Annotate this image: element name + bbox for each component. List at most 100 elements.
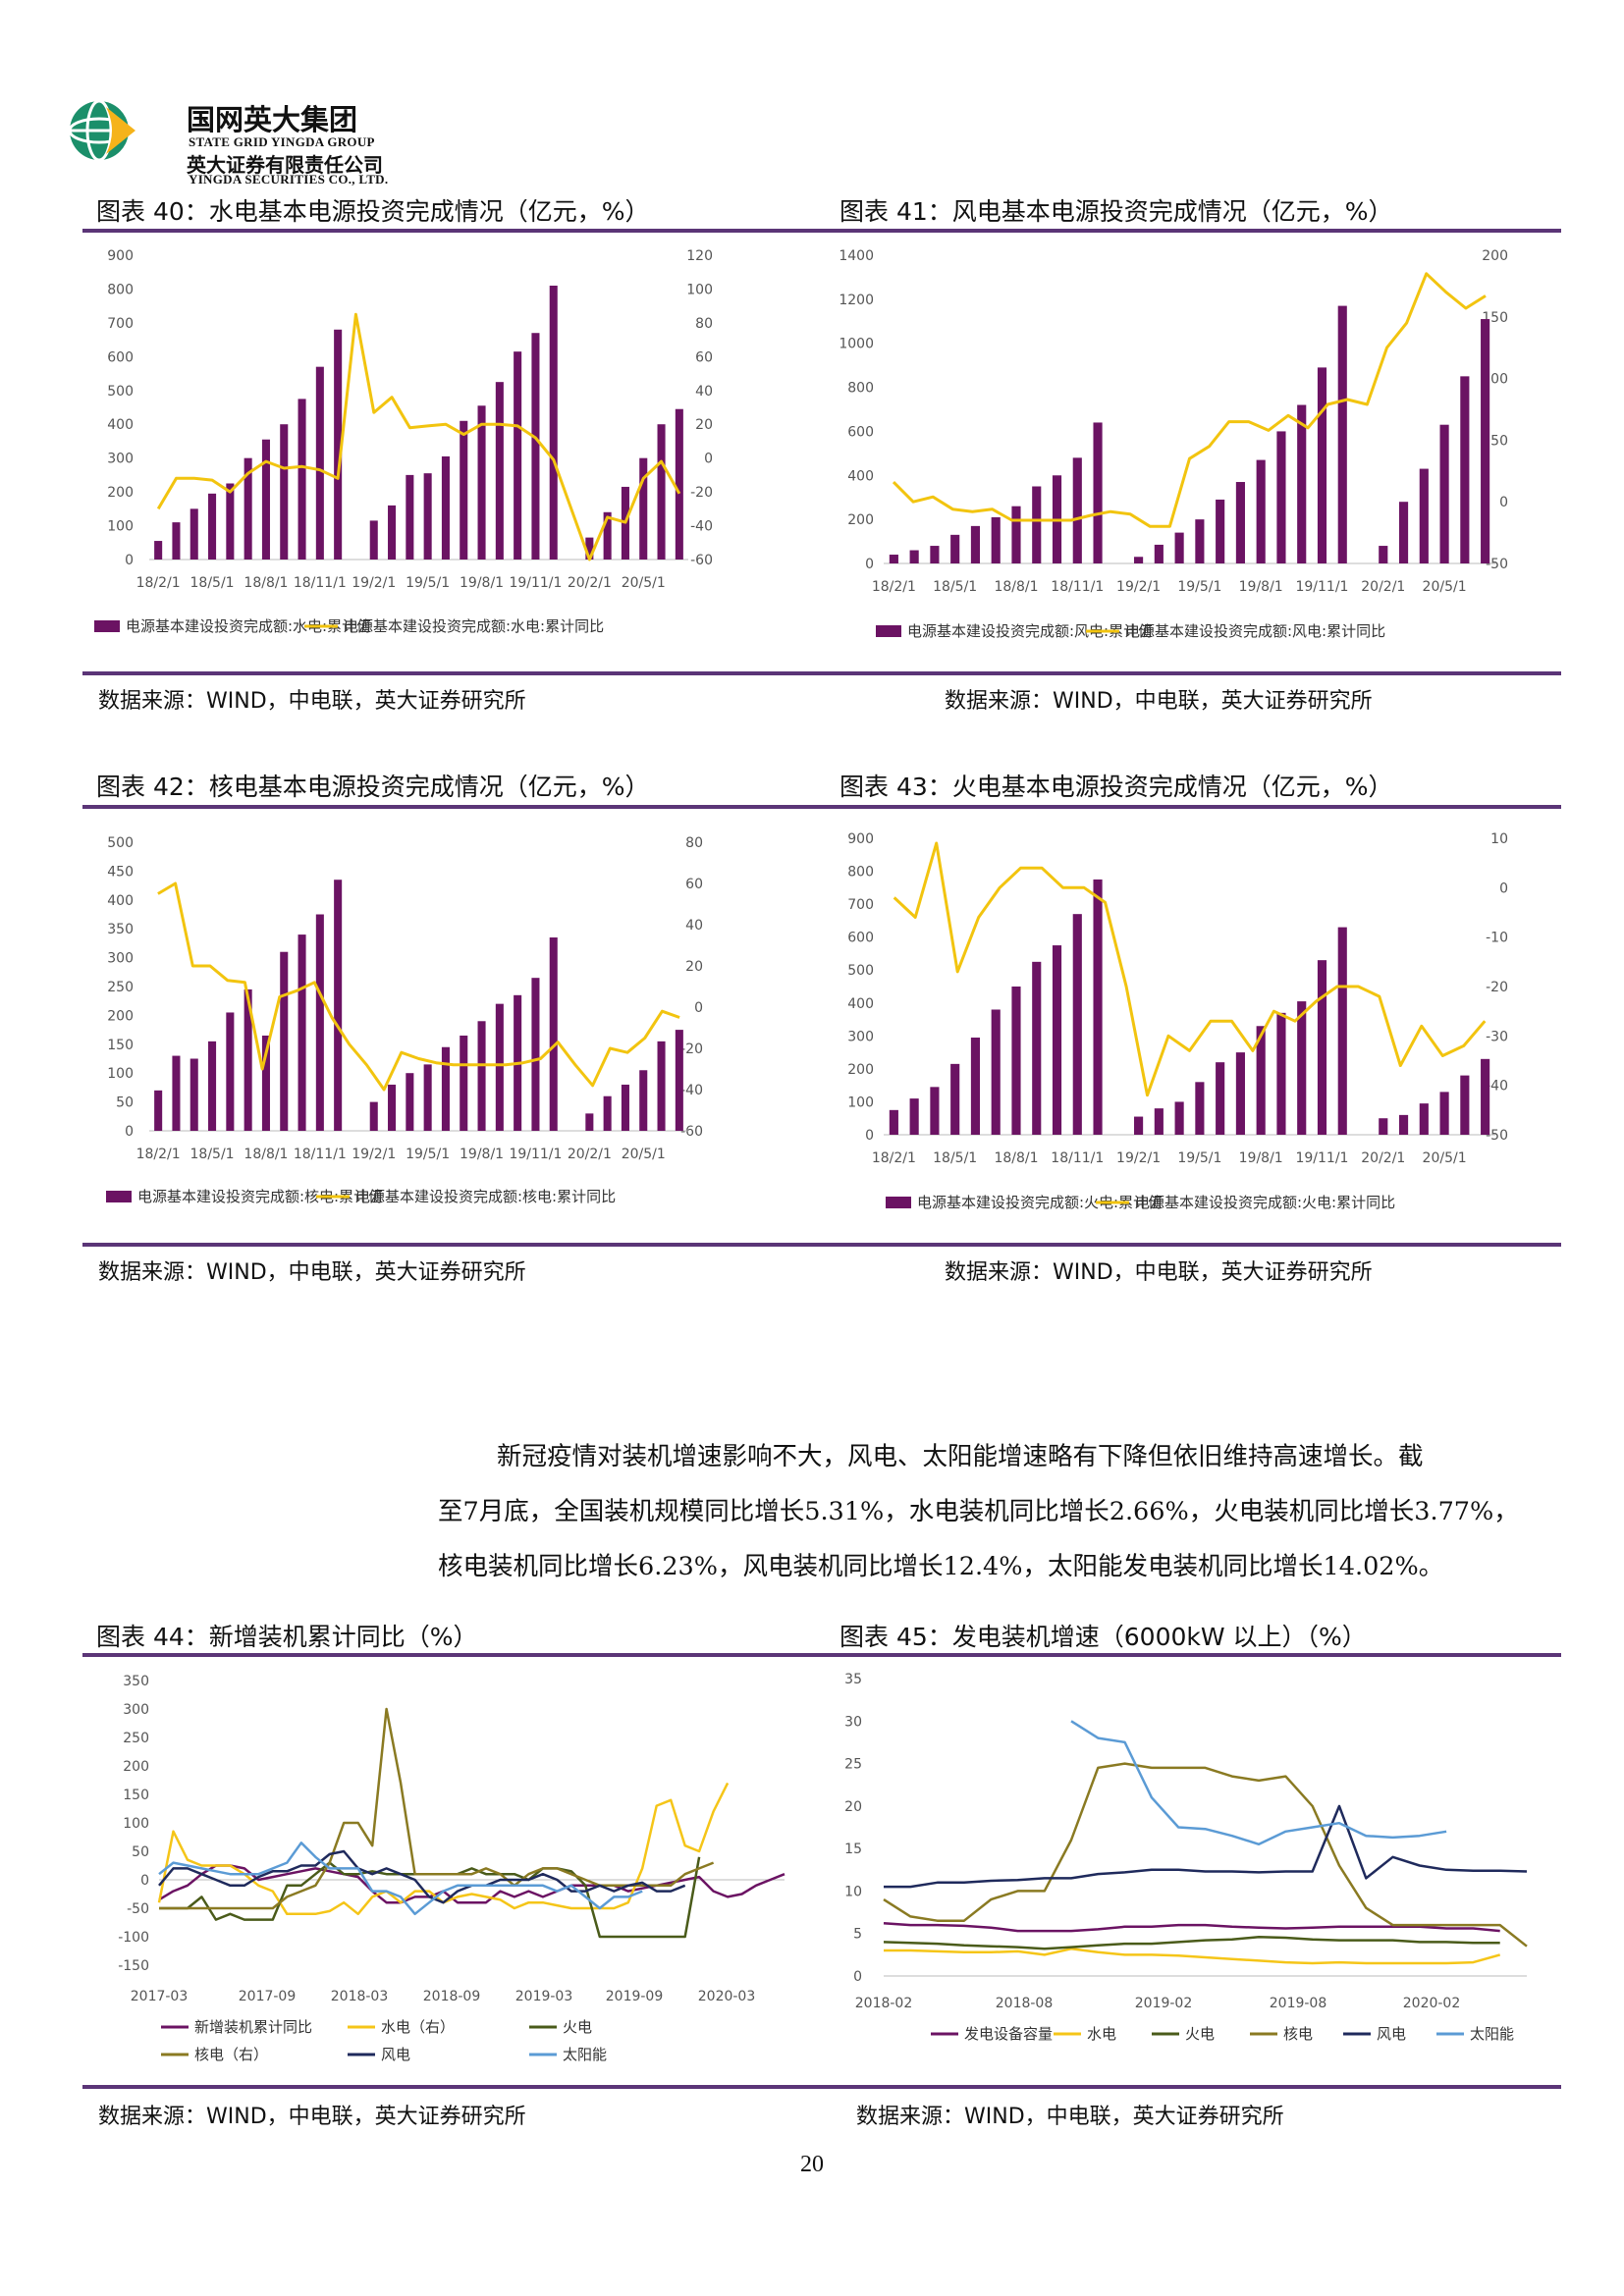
y-left-tick-label: 100 bbox=[847, 1095, 874, 1110]
y-right-tick-label: -40 bbox=[680, 1083, 703, 1098]
legend-bar-swatch bbox=[886, 1197, 911, 1208]
x-tick-label: 19/8/1 bbox=[1239, 1150, 1283, 1166]
line-series bbox=[1070, 1720, 1447, 1846]
y-right-tick-label: 0 bbox=[704, 452, 713, 467]
x-tick-label: 2017-09 bbox=[239, 1989, 297, 2004]
y-tick-label: 250 bbox=[123, 1731, 149, 1746]
bar bbox=[531, 978, 540, 1131]
x-tick-label: 19/5/1 bbox=[1177, 579, 1221, 595]
y-left-tick-label: 0 bbox=[865, 557, 874, 572]
legend-label: 水电（右） bbox=[381, 2018, 455, 2036]
y-left-tick-label: 0 bbox=[125, 1124, 134, 1140]
x-tick-label: 18/11/1 bbox=[294, 575, 347, 591]
y-tick-label: 30 bbox=[844, 1714, 862, 1730]
bar bbox=[549, 286, 558, 560]
legend-bar-label: 电源基本建设投资完成额:风电:累计值 bbox=[907, 622, 1153, 640]
y-left-tick-label: 400 bbox=[847, 996, 874, 1012]
legend-line-label: 电源基本建设投资完成额:风电:累计同比 bbox=[1125, 622, 1385, 640]
bar bbox=[280, 424, 289, 560]
y-left-tick-label: 200 bbox=[847, 512, 874, 528]
bar bbox=[280, 951, 289, 1131]
bar bbox=[1072, 914, 1082, 1135]
bar bbox=[1093, 422, 1103, 563]
bar bbox=[1481, 319, 1490, 563]
y-left-tick-label: 700 bbox=[107, 316, 134, 332]
y-right-tick-label: 10 bbox=[1490, 831, 1508, 847]
x-tick-label: 19/2/1 bbox=[352, 575, 396, 591]
y-left-tick-label: 500 bbox=[847, 963, 874, 979]
legend-bar-swatch bbox=[876, 625, 901, 637]
bar bbox=[603, 511, 612, 560]
bar bbox=[930, 1087, 940, 1135]
bar bbox=[423, 473, 432, 560]
x-tick-label: 20/5/1 bbox=[1423, 579, 1467, 595]
y-left-tick-label: 100 bbox=[107, 519, 134, 535]
x-tick-label: 18/5/1 bbox=[190, 575, 235, 591]
bar bbox=[226, 1012, 235, 1131]
bar bbox=[889, 555, 898, 563]
y-right-tick-label: 40 bbox=[695, 384, 713, 400]
bar bbox=[334, 880, 343, 1131]
x-tick-label: 18/11/1 bbox=[1051, 1150, 1104, 1166]
legend-label: 太阳能 bbox=[1470, 2025, 1514, 2043]
x-tick-label: 2018-08 bbox=[996, 1996, 1054, 2011]
company-name-en: STATE GRID YINGDA GROUP bbox=[189, 134, 375, 149]
y-right-tick-label: -40 bbox=[690, 519, 713, 535]
bar bbox=[657, 424, 666, 560]
y-right-tick-label: -40 bbox=[1486, 1079, 1508, 1095]
x-tick-label: 18/11/1 bbox=[1051, 579, 1104, 595]
fig45-title: 图表 45：发电装机增速（6000kW 以上）（%） bbox=[839, 1623, 1367, 1651]
bar bbox=[388, 505, 397, 560]
bar bbox=[1174, 1101, 1184, 1135]
y-right-tick-label: 200 bbox=[1482, 248, 1508, 264]
bar bbox=[334, 329, 343, 560]
bar bbox=[1195, 519, 1205, 563]
bar bbox=[1419, 468, 1429, 563]
y-right-tick-label: -10 bbox=[1486, 931, 1508, 946]
y-right-tick-label: 100 bbox=[686, 282, 713, 297]
line-series bbox=[883, 1935, 1500, 1950]
legend-bar-label: 电源基本建设投资完成额:火电:累计值 bbox=[917, 1194, 1163, 1211]
legend-bar-label: 电源基本建设投资完成额:水电:累计值 bbox=[126, 617, 371, 635]
bar bbox=[244, 988, 252, 1131]
y-right-tick-label: 0 bbox=[1499, 495, 1508, 510]
y-left-tick-label: 800 bbox=[847, 381, 874, 397]
bar bbox=[1154, 544, 1164, 563]
x-tick-label: 18/2/1 bbox=[136, 1147, 181, 1162]
x-tick-label: 18/5/1 bbox=[933, 1150, 977, 1166]
bar bbox=[991, 1009, 1001, 1135]
bar bbox=[1072, 457, 1082, 563]
y-tick-label: -100 bbox=[118, 1930, 149, 1946]
top-rule-row2 bbox=[82, 805, 1561, 809]
y-right-tick-label: -60 bbox=[680, 1124, 703, 1140]
bar bbox=[298, 934, 306, 1131]
bar bbox=[388, 1084, 397, 1131]
legend-line-label: 电源基本建设投资完成额:火电:累计同比 bbox=[1135, 1194, 1395, 1211]
bar bbox=[603, 1095, 612, 1131]
y-right-tick-label: -60 bbox=[690, 553, 713, 568]
fig40-title: 图表 40：水电基本电源投资完成情况（亿元，%） bbox=[96, 197, 650, 226]
line-series bbox=[893, 841, 1487, 1097]
legend-label: 新增装机累计同比 bbox=[194, 2018, 312, 2036]
y-right-tick-label: 80 bbox=[695, 316, 713, 332]
line-series bbox=[883, 1762, 1528, 1948]
bar bbox=[1235, 482, 1245, 563]
y-left-tick-label: 700 bbox=[847, 897, 874, 913]
line-series bbox=[884, 1948, 1501, 1965]
y-right-tick-label: 40 bbox=[685, 918, 703, 934]
y-left-tick-label: 600 bbox=[107, 349, 134, 365]
bar bbox=[477, 405, 486, 560]
fig41-source: 数据来源：WIND，中电联，英大证券研究所 bbox=[945, 689, 1373, 714]
bar bbox=[531, 333, 540, 560]
bar bbox=[315, 366, 324, 560]
fig44-source: 数据来源：WIND，中电联，英大证券研究所 bbox=[98, 2105, 526, 2129]
y-left-tick-label: 1400 bbox=[839, 248, 874, 264]
legend-label: 太阳能 bbox=[563, 2046, 607, 2063]
bar bbox=[909, 1098, 919, 1135]
bar bbox=[1419, 1103, 1429, 1135]
x-tick-label: 20/5/1 bbox=[622, 1147, 666, 1162]
bar bbox=[1439, 424, 1449, 563]
bar bbox=[172, 522, 181, 560]
line-series bbox=[159, 1707, 715, 1910]
y-tick-label: -50 bbox=[127, 1901, 149, 1917]
